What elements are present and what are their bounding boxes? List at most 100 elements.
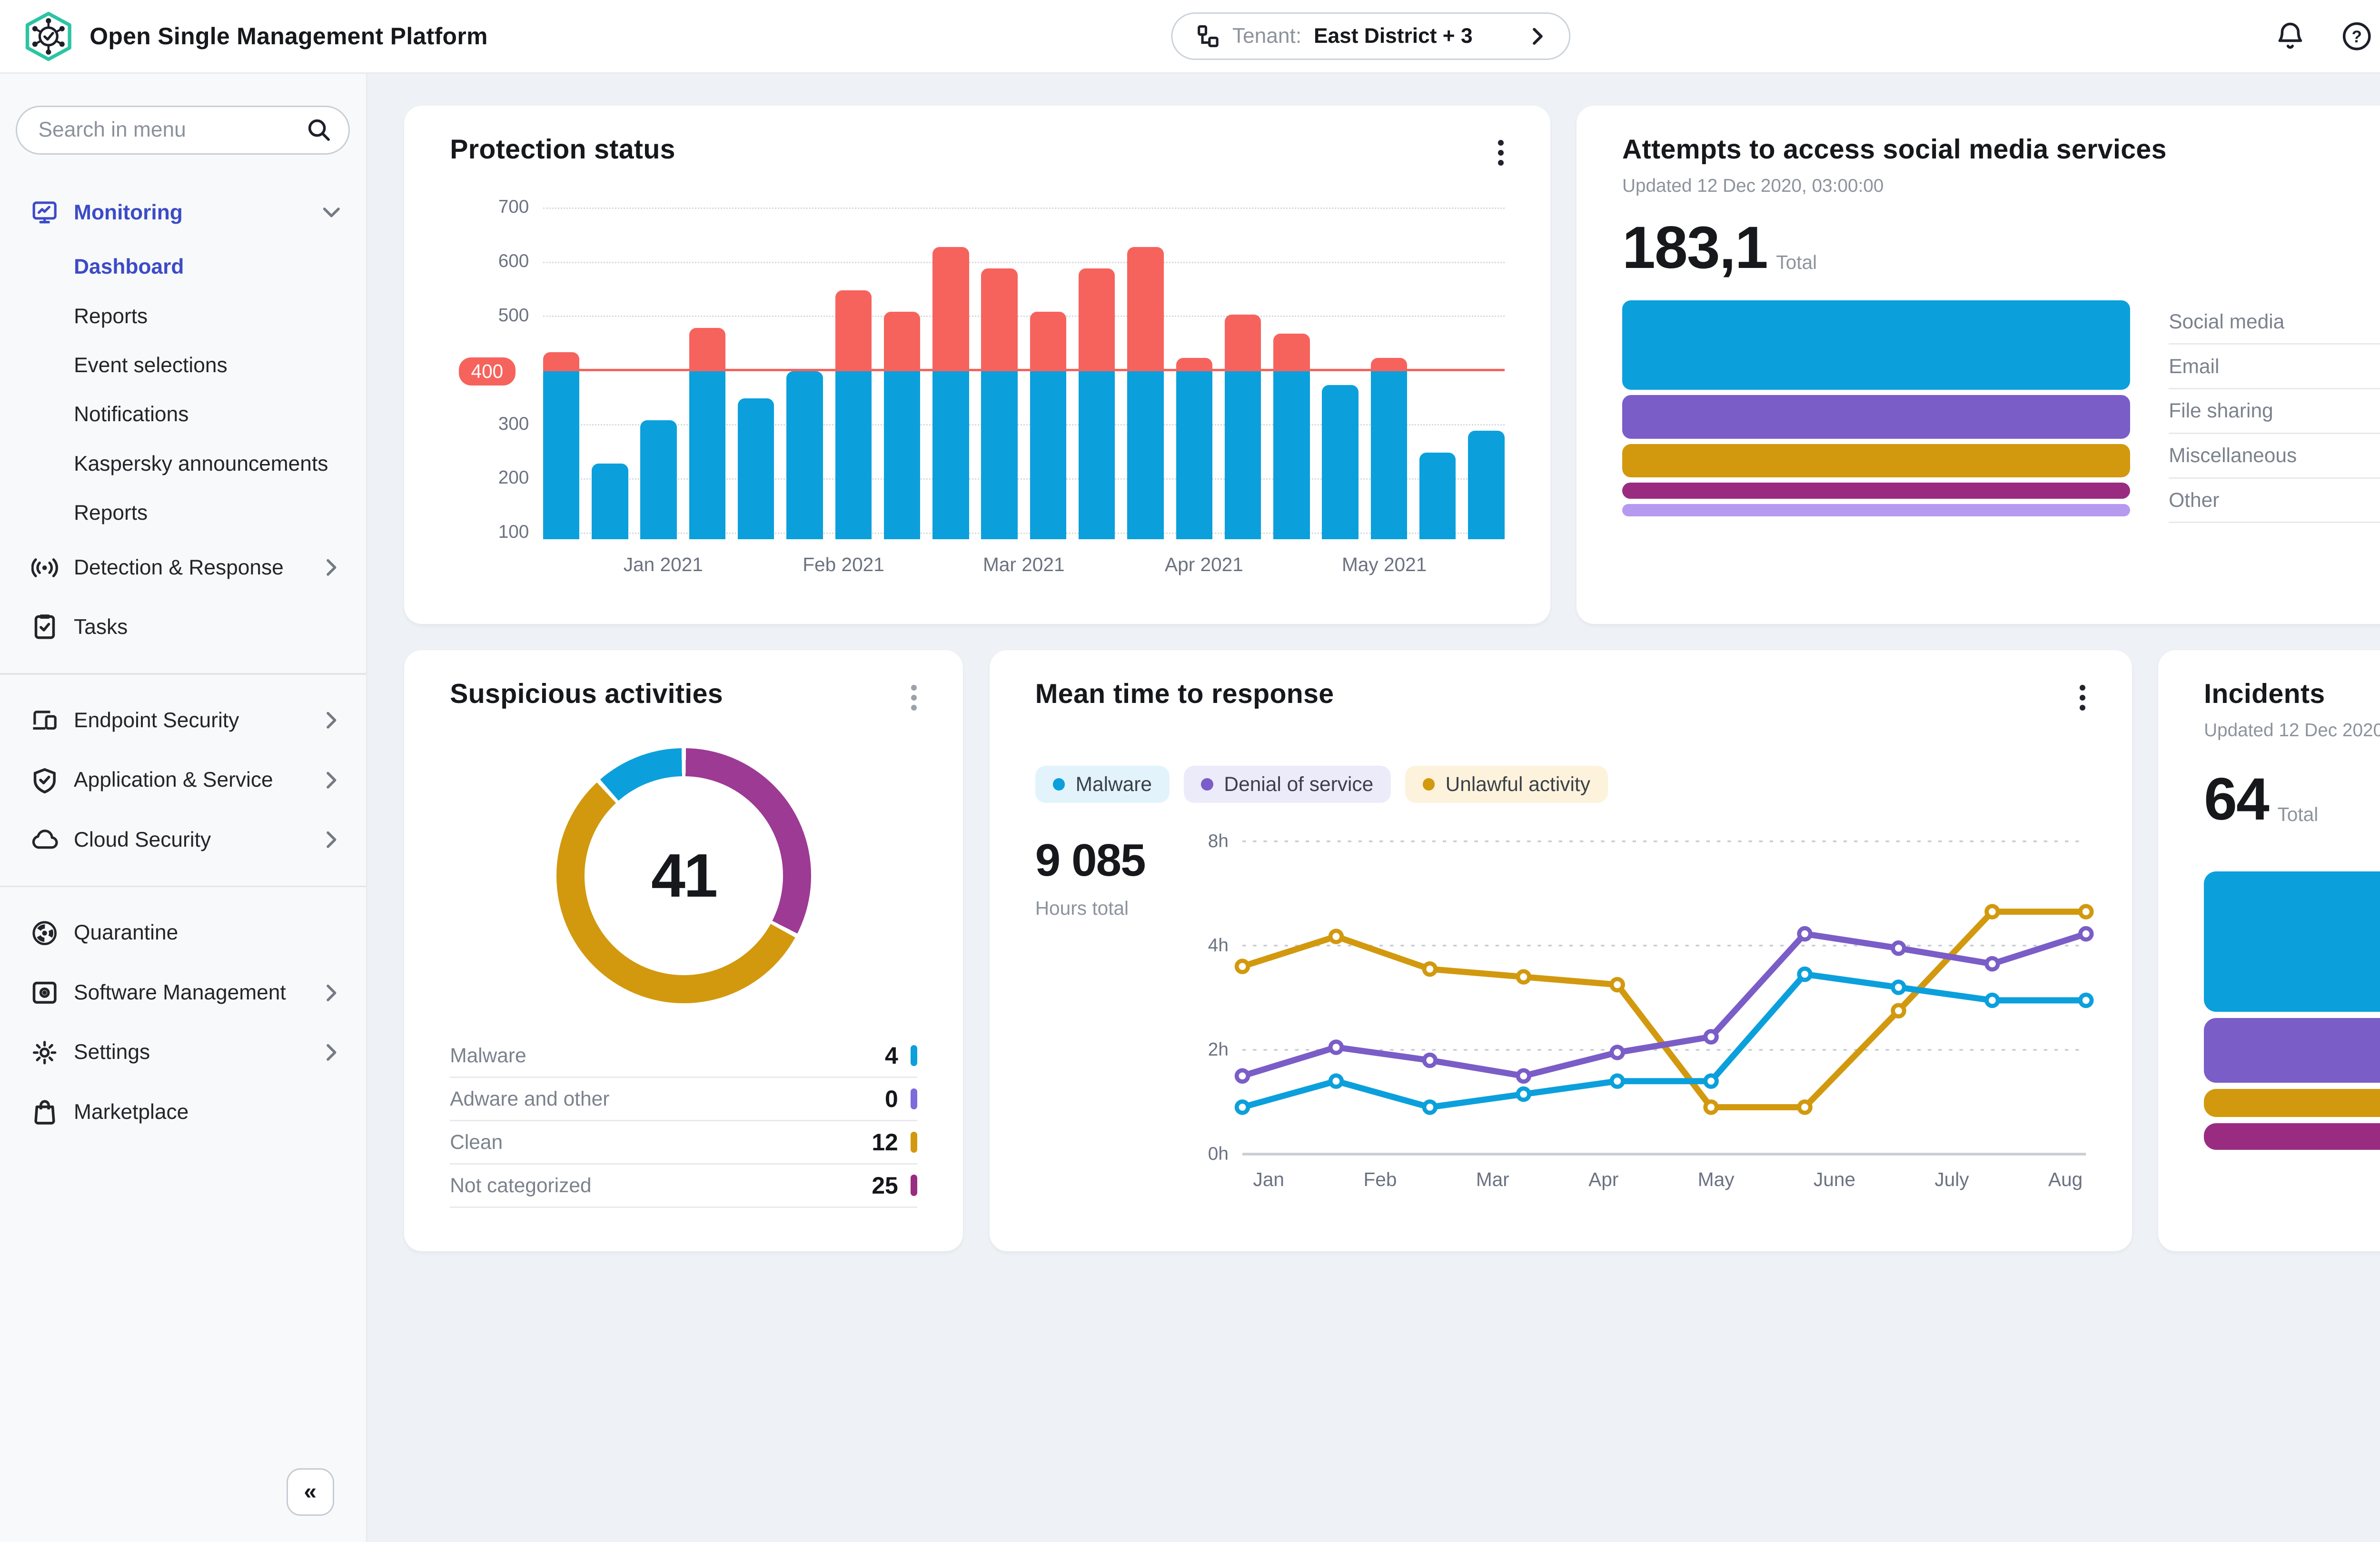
sidebar-item-label: Cloud Security — [74, 828, 211, 851]
x-tick-label: July — [1934, 1168, 1969, 1190]
sidebar-item-settings[interactable]: Settings — [0, 1023, 366, 1083]
stacked-block-resolved — [2204, 1089, 2380, 1117]
x-tick-label: May — [1697, 1168, 1735, 1190]
updated-timestamp: Updated 12 Dec 2020, 03:00:00 — [1622, 175, 1884, 196]
bar-segment-below — [786, 371, 823, 540]
sidebar-item-detection-response[interactable]: Detection & Response — [0, 538, 366, 598]
series-color-dot — [1422, 778, 1435, 791]
help-icon[interactable]: ? — [2338, 17, 2376, 55]
bar — [883, 209, 921, 540]
bar-segment-below — [738, 398, 774, 540]
protection-plot: 400 — [458, 207, 1505, 540]
hours-total-label: Hours total — [1035, 897, 1129, 919]
sidebar-search[interactable] — [16, 105, 350, 155]
sidebar-item-cloud-security[interactable]: Cloud Security — [0, 810, 366, 870]
total-label: Total — [1776, 251, 1817, 274]
gridline — [543, 261, 1505, 263]
bar-segment-below — [1370, 371, 1408, 540]
sidebar-item-software-management[interactable]: Software Management — [0, 963, 366, 1023]
total-value: 183,1 — [1622, 214, 1768, 281]
sidebar-item-kaspersky-announcements[interactable]: Kaspersky announcements — [74, 452, 328, 475]
sidebar-item-monitoring[interactable]: Monitoring — [0, 183, 366, 243]
x-tick-label: Aug — [2048, 1168, 2083, 1190]
bar-segment-below — [543, 371, 580, 540]
legend-row-malware: Malware 4 — [450, 1035, 918, 1078]
legend-label: Social media — [2169, 310, 2285, 333]
sidebar-item-label: Settings — [74, 1040, 150, 1064]
protection-chart: 100 200 300 500 600 700 400 — [450, 197, 1505, 542]
sidebar-item-event-selections[interactable]: Event selections — [74, 353, 228, 377]
series-chip-malware[interactable]: Malware — [1035, 766, 1170, 803]
x-tick-label: May 2021 — [1341, 553, 1427, 575]
card-incidents: Incidents Updated 12 Dec 2020, 03:00:00 … — [2158, 650, 2380, 1251]
bar-segment-below — [1078, 371, 1115, 540]
total-label: Total — [2277, 803, 2319, 825]
kebab-menu-icon[interactable] — [1487, 137, 1515, 168]
sidebar-item-quarantine[interactable]: Quarantine — [0, 903, 366, 963]
clipboard-icon — [31, 614, 58, 640]
sidebar-item-marketplace[interactable]: Marketplace — [0, 1082, 366, 1142]
sidebar-nav: Monitoring Dashboard Reports Event selectio… — [0, 183, 366, 1142]
kebab-menu-icon[interactable] — [900, 682, 928, 713]
legend-label: Malware — [450, 1044, 526, 1067]
sidebar-item-notifications[interactable]: Notifications — [74, 403, 189, 426]
tenant-selector[interactable]: Tenant: East District + 3 — [1171, 12, 1571, 60]
sidebar-item-label: Application & Service — [74, 768, 273, 792]
dashboard-main: Protection status 100 200 300 500 600 700 400… — [367, 74, 2380, 1542]
bar — [1322, 209, 1359, 540]
card-suspicious-activities: Suspicious activities 41 Malware 4 Adware … — [404, 650, 963, 1251]
bar — [1030, 209, 1067, 540]
y-tick-label: 600 — [498, 251, 529, 272]
sidebar-item-tasks[interactable]: Tasks — [0, 597, 366, 657]
legend-value: 25 — [872, 1172, 898, 1199]
series-chip-unlawful-activity[interactable]: Unlawful activity — [1405, 766, 1608, 803]
sidebar-item-label: Software Management — [74, 980, 286, 1004]
notifications-bell-icon[interactable] — [2271, 17, 2310, 55]
sidebar-divider — [0, 673, 366, 675]
threshold-badge: 400 — [458, 357, 516, 386]
series-chip-label: Malware — [1075, 773, 1152, 796]
topbar: Open Single Management Platform Tenant: … — [0, 0, 2380, 74]
bar — [1176, 209, 1212, 540]
legend-color-pill — [910, 1175, 918, 1196]
legend-row-other: Other3,6 — [2169, 479, 2380, 524]
card-attempts-social-media: Attempts to access social media services… — [1576, 105, 2380, 624]
stacked-block-social-media — [1622, 300, 2131, 390]
bar — [1370, 209, 1408, 540]
legend-color-pill — [910, 1045, 918, 1067]
meantime-x-axis: Jan Feb Mar Apr May June July Aug — [1242, 1168, 2086, 1191]
attempts-legend: Social media100Email50File sharing25Misc… — [2169, 300, 2380, 524]
sidebar-item-endpoint-security[interactable]: Endpoint Security — [0, 691, 366, 751]
bar-segment-below — [689, 371, 726, 540]
y-tick-label: 700 — [498, 197, 529, 217]
meantime-series-chips: Malware Denial of service Unlawful activit… — [1035, 766, 2086, 803]
series-color-dot — [1052, 778, 1065, 791]
sidebar-item-reports[interactable]: Reports — [74, 304, 148, 328]
bar-segment-above — [1370, 357, 1408, 372]
chevron-right-icon — [322, 558, 341, 577]
gear-icon — [31, 1039, 58, 1066]
x-tick-label: Mar — [1476, 1168, 1509, 1190]
stacked-block-miscellaneous — [1622, 483, 2131, 499]
legend-label: Other — [2169, 489, 2220, 512]
bar — [543, 209, 580, 540]
chevron-right-icon — [1527, 27, 1547, 46]
chevron-down-icon — [322, 203, 341, 222]
sidebar-collapse-button[interactable]: « — [286, 1468, 334, 1516]
sidebar-item-application-service[interactable]: Application & Service — [0, 750, 366, 810]
bar — [1273, 209, 1310, 540]
sidebar-item-dashboard[interactable]: Dashboard — [74, 255, 184, 279]
gridline — [543, 532, 1505, 534]
search-input[interactable] — [35, 116, 296, 144]
threshold-line — [543, 368, 1505, 372]
tenant-label: Tenant: — [1232, 24, 1302, 48]
suspicious-legend: Malware 4 Adware and other 0 Clean 12 Not cate… — [450, 1035, 918, 1208]
bar-series — [543, 209, 1505, 540]
series-chip-denial-of-service[interactable]: Denial of service — [1183, 766, 1391, 803]
y-tick-label: 2h — [1208, 1039, 1229, 1060]
stacked-block-other — [1622, 504, 2131, 516]
kebab-menu-icon[interactable] — [2069, 682, 2097, 713]
legend-label: Miscellaneous — [2169, 444, 2297, 467]
sidebar-item-reports[interactable]: Reports — [74, 501, 148, 525]
